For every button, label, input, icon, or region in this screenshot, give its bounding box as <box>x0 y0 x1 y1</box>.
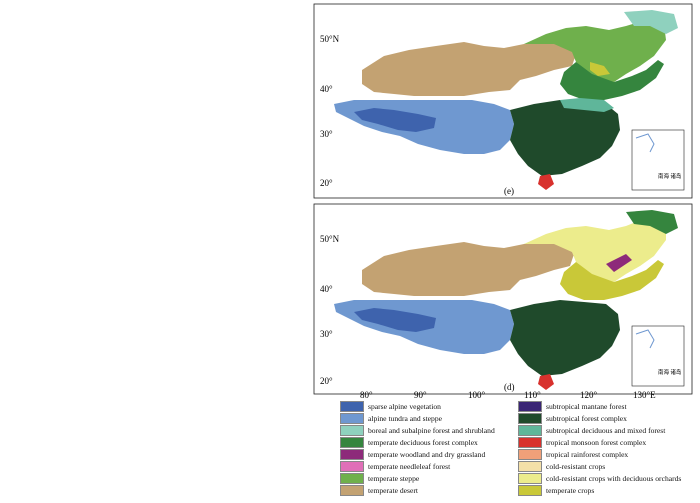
legend-label: sparse alpine vegetation <box>368 401 441 411</box>
region-temperate-steppe <box>524 20 666 82</box>
legend-label: temperate deciduous forest complex <box>368 437 478 447</box>
panel-label: (e) <box>504 186 514 196</box>
legend-item: subtropical forest complex <box>518 412 627 424</box>
legend-label: subtropical forest complex <box>546 413 627 423</box>
south-china-sea-inset <box>631 325 685 387</box>
legend-swatch <box>340 412 364 424</box>
region-tropical-monsoon <box>538 174 554 190</box>
lon-label: 130°E <box>633 390 656 400</box>
region-subtropical-forest <box>510 100 620 176</box>
legend-swatch <box>518 400 542 412</box>
legend-item: boreal and subalpine forest and shrublan… <box>340 424 495 436</box>
legend-label: temperate crops <box>546 485 595 495</box>
region-tropical-monsoon <box>538 374 554 390</box>
lat-label: 30° <box>320 129 333 139</box>
region-temperate-desert <box>362 240 574 296</box>
legend-label: cold-resistant crops with deciduous orch… <box>546 473 682 483</box>
legend-item: temperate steppe <box>340 472 420 484</box>
vegetation-map-e: 50°N 40° 30° 20° (e) 南海 诸岛 <box>313 3 693 199</box>
region-subtropical-deciduous <box>560 98 614 112</box>
lat-label: 50°N <box>320 34 340 44</box>
lat-label: 20° <box>320 376 333 386</box>
legend-label: temperate needleleaf forest <box>368 461 451 471</box>
legend-swatch <box>518 472 542 484</box>
lat-label: 40° <box>320 284 333 294</box>
legend-item: temperate desert <box>340 484 418 496</box>
lon-label: 80° <box>360 390 373 400</box>
legend-item: subtropical mantane forest <box>518 400 627 412</box>
legend-label: subtropical deciduous and mixed forest <box>546 425 666 435</box>
region-temperate-deciduous <box>560 60 664 100</box>
legend-swatch <box>340 424 364 436</box>
region-boreal-forest <box>624 10 678 34</box>
legend-swatch <box>340 460 364 472</box>
legend-item: cold-resistant crops <box>518 460 606 472</box>
legend-swatch <box>518 412 542 424</box>
region-temperate-crops <box>560 260 664 300</box>
legend-item: alpine tundra and steppe <box>340 412 443 424</box>
legend-item: tropical monsoon forest complex <box>518 436 647 448</box>
lat-label: 40° <box>320 84 333 94</box>
region-sparse-alpine <box>354 308 436 332</box>
inset-coastline <box>635 133 655 153</box>
legend-item: temperate deciduous forest complex <box>340 436 478 448</box>
legend-swatch <box>340 436 364 448</box>
region-crops <box>590 62 610 76</box>
legend-swatch <box>518 436 542 448</box>
lon-label: 100° <box>468 390 486 400</box>
legend-label: subtropical mantane forest <box>546 401 627 411</box>
lat-label: 50°N <box>320 234 340 244</box>
legend-swatch <box>340 400 364 412</box>
inset-coastline <box>635 329 655 349</box>
legend-swatch <box>518 460 542 472</box>
legend-swatch <box>340 448 364 460</box>
legend-item: tropical rainforest complex <box>518 448 629 460</box>
lon-label: 110° <box>524 390 541 400</box>
region-sparse-alpine <box>354 108 436 132</box>
lon-label: 120° <box>580 390 598 400</box>
legend-item: temperate crops <box>518 484 595 496</box>
legend-item: sparse alpine vegetation <box>340 400 441 412</box>
legend-item: temperate woodland and dry grassland <box>340 448 486 460</box>
legend-label: temperate desert <box>368 485 418 495</box>
region-cold-resistant-crops <box>524 218 666 282</box>
region-temperate-desert <box>362 40 576 96</box>
panel-label: (d) <box>504 382 515 392</box>
legend-swatch <box>340 472 364 484</box>
vegetation-map-d: 50°N 40° 30° 20° (d) 南海 诸岛 <box>313 203 693 395</box>
legend-label: temperate steppe <box>368 473 420 483</box>
legend-swatch <box>518 424 542 436</box>
lat-label: 30° <box>320 329 333 339</box>
region-subtropical-forest <box>510 300 620 376</box>
legend-item: temperate needleleaf forest <box>340 460 451 472</box>
legend-item: cold-resistant crops with deciduous orch… <box>518 472 682 484</box>
legend-label: cold-resistant crops <box>546 461 606 471</box>
legend-label: tropical monsoon forest complex <box>546 437 647 447</box>
south-china-sea-inset <box>631 129 685 191</box>
region-woodland <box>606 254 632 272</box>
lat-label: 20° <box>320 178 333 188</box>
legend-swatch <box>340 484 364 496</box>
legend-swatch <box>518 448 542 460</box>
legend-label: tropical rainforest complex <box>546 449 629 459</box>
inset-label: 南海 诸岛 <box>658 368 682 376</box>
region-temperate-deciduous <box>626 210 678 234</box>
legend-swatch <box>518 484 542 496</box>
lon-label: 90° <box>414 390 427 400</box>
vegetation-legend: sparse alpine vegetation alpine tundra an… <box>340 400 696 501</box>
legend-label: boreal and subalpine forest and shrublan… <box>368 425 495 435</box>
legend-label: alpine tundra and steppe <box>368 413 443 423</box>
legend-label: temperate woodland and dry grassland <box>368 449 486 459</box>
legend-item: subtropical deciduous and mixed forest <box>518 424 666 436</box>
inset-label: 南海 诸岛 <box>658 172 682 180</box>
